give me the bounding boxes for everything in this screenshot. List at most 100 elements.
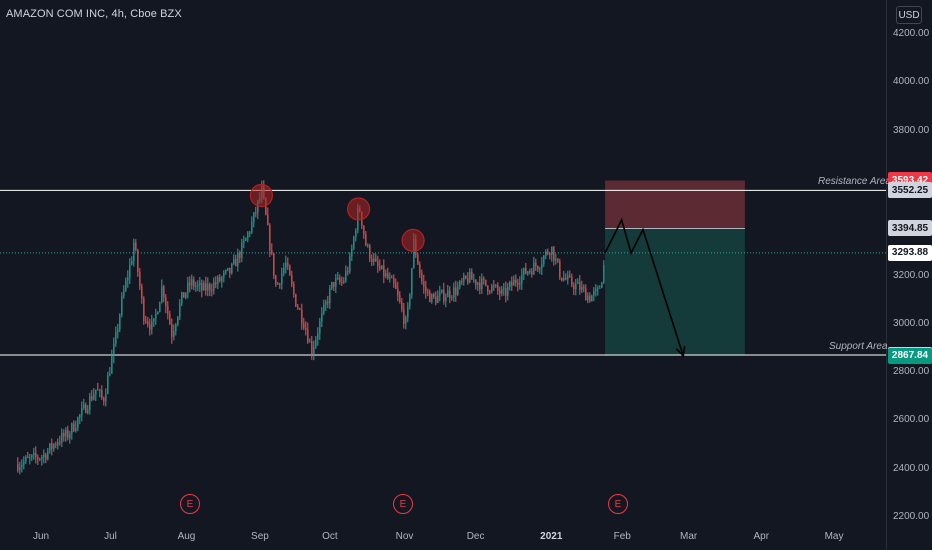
candle-body	[485, 279, 487, 286]
candle-body	[447, 290, 449, 298]
candle-body	[373, 258, 375, 262]
candle-body	[191, 279, 193, 286]
candle-body	[477, 282, 479, 285]
candle-body	[137, 250, 139, 272]
candle-body	[91, 396, 93, 400]
candle-body	[77, 417, 79, 428]
candle-body	[291, 275, 293, 285]
candle-body	[285, 262, 287, 268]
candle-body	[333, 282, 335, 287]
x-tick-label: May	[824, 531, 844, 542]
y-tick-label: 4000.00	[893, 76, 930, 88]
candle-body	[531, 270, 533, 275]
candle-body	[347, 271, 349, 273]
y-tick-label: 2200.00	[893, 511, 930, 522]
candle-body	[239, 252, 241, 258]
candle-body	[213, 282, 215, 291]
candle-body	[541, 263, 543, 269]
candle-body	[435, 296, 437, 304]
candle-body	[181, 292, 183, 304]
candle-body	[517, 282, 519, 285]
earnings-marker-icon[interactable]: E	[393, 494, 413, 514]
candle-body	[165, 297, 167, 307]
candle-body	[527, 271, 529, 274]
candle-body	[593, 291, 595, 296]
candle-body	[167, 306, 169, 314]
candle-body	[37, 456, 39, 459]
candle-body	[39, 458, 41, 460]
candle-body	[159, 302, 161, 313]
candle-body	[29, 457, 31, 459]
candle-body	[311, 341, 313, 355]
earnings-marker-icon[interactable]: E	[608, 494, 628, 514]
x-tick-label: Oct	[322, 531, 338, 542]
candle-body	[521, 274, 523, 284]
candle-body	[207, 284, 209, 291]
candle-body	[421, 273, 423, 282]
candle-body	[391, 277, 393, 279]
candle-body	[83, 404, 85, 409]
candle-body	[409, 294, 411, 307]
candle-body	[383, 265, 385, 277]
candle-body	[227, 267, 229, 271]
candle-body	[559, 261, 561, 278]
candle-body	[353, 236, 355, 249]
candle-body	[283, 267, 285, 274]
candle-body	[61, 433, 63, 443]
projection-arrowhead	[675, 345, 686, 358]
candle-body	[469, 272, 471, 283]
candle-body	[151, 321, 153, 330]
candle-body	[365, 234, 367, 246]
candle-body	[493, 285, 495, 287]
candle-body	[321, 313, 323, 322]
candle-body	[113, 343, 115, 357]
candle-body	[317, 333, 319, 340]
candle-body	[307, 329, 309, 343]
candle-body	[19, 467, 21, 471]
candle-body	[305, 327, 307, 330]
candle-body	[27, 456, 29, 458]
candle-body	[481, 278, 483, 290]
y-tick-label: 3200.00	[893, 269, 930, 281]
candle-body	[599, 287, 601, 289]
candle-body	[219, 277, 221, 282]
candle-body	[171, 324, 173, 337]
candle-body	[461, 281, 463, 283]
currency-button[interactable]: USD	[896, 6, 922, 24]
candle-body	[555, 258, 557, 261]
candle-body	[163, 286, 165, 298]
candle-body	[479, 282, 481, 290]
candle-body	[487, 285, 489, 292]
candle-body	[139, 271, 141, 287]
candle-body	[295, 294, 297, 307]
candle-body	[349, 256, 351, 272]
take-profit-zone	[605, 228, 745, 356]
candle-body	[173, 331, 175, 337]
candle-body	[509, 282, 511, 287]
candle-body	[135, 242, 137, 251]
candle-body	[211, 290, 213, 292]
candle-body	[237, 252, 239, 267]
candle-body	[249, 232, 251, 234]
x-tick-label: 2021	[540, 531, 563, 542]
candle-body	[169, 313, 171, 325]
candle-body	[367, 245, 369, 247]
candle-body	[319, 321, 321, 334]
candle-body	[243, 240, 245, 243]
candle-body	[17, 463, 19, 471]
candle-body	[103, 397, 105, 402]
candle-body	[323, 304, 325, 314]
candle-body	[427, 291, 429, 293]
candle-body	[591, 295, 593, 302]
candle-body	[375, 258, 377, 262]
candle-body	[465, 275, 467, 279]
candle-body	[69, 433, 71, 438]
candle-body	[255, 212, 257, 214]
candle-body	[57, 442, 59, 446]
x-tick-label: Apr	[753, 531, 770, 542]
candle-body	[595, 289, 597, 292]
candle-body	[209, 284, 211, 291]
earnings-marker-icon[interactable]: E	[180, 494, 200, 514]
